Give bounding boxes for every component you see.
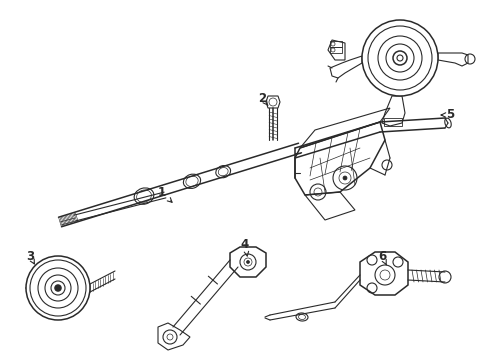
Circle shape (246, 261, 249, 264)
Bar (330, 47, 342, 53)
Text: 6: 6 (378, 249, 386, 262)
Polygon shape (230, 247, 266, 277)
Text: 3: 3 (26, 249, 34, 262)
Circle shape (343, 176, 347, 180)
Text: 2: 2 (258, 91, 266, 104)
Text: 5: 5 (446, 108, 454, 122)
Circle shape (362, 20, 438, 96)
Circle shape (26, 256, 90, 320)
Bar (384, 118, 402, 126)
Bar (330, 41, 342, 47)
Text: 1: 1 (158, 186, 166, 199)
Text: 4: 4 (241, 238, 249, 251)
Polygon shape (360, 252, 408, 295)
Circle shape (55, 285, 61, 291)
